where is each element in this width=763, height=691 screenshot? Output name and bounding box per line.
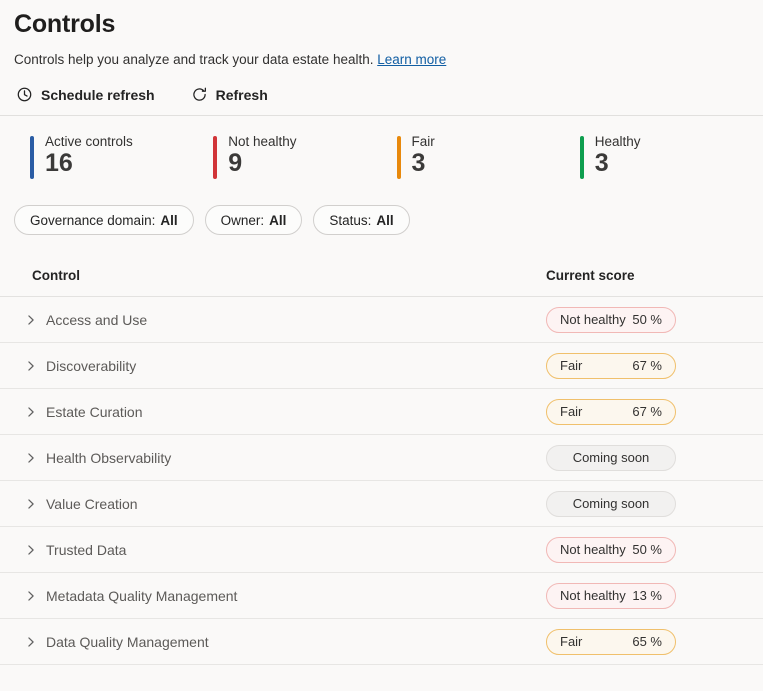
chevron-right-icon[interactable] [24,313,38,327]
score-badge: Not healthy 13 % [546,582,676,609]
control-name: Estate Curation [46,403,143,420]
score-badge: Fair 65 % [546,628,676,655]
score-percent-text: 67 % [632,358,662,373]
filter-value: All [376,212,394,228]
stat-color-bar [579,136,584,179]
score-percent-text: 67 % [632,404,662,419]
stat-card: Active controls 16 [30,134,213,179]
control-name: Trusted Data [46,541,127,558]
score-percent-text: 13 % [632,588,662,603]
controls-table: Control Current score Access and Use Not… [0,268,763,665]
score-badge: Not healthy 50 % [546,306,676,333]
score-badge: Not healthy 50 % [546,536,676,563]
stat-value: 3 [594,149,609,177]
score-percent-text: 50 % [632,542,662,557]
chevron-right-icon[interactable] [24,359,38,373]
stat-color-bar [213,136,218,179]
control-name: Access and Use [46,311,148,328]
table-body: Access and Use Not healthy 50 % Discover… [0,297,763,665]
filter-pill[interactable]: Owner: All [204,205,303,235]
chevron-right-icon[interactable] [24,405,38,419]
table-row[interactable]: Value Creation Coming soon [0,481,763,527]
score-badge: Coming soon [546,490,676,517]
filter-pill[interactable]: Status: All [313,205,410,235]
score-badge: Fair 67 % [546,398,676,425]
column-header-current-score: Current score [546,268,635,283]
stat-value: 16 [45,149,73,177]
learn-more-link[interactable]: Learn more [377,52,447,67]
table-row[interactable]: Metadata Quality Management Not healthy … [0,573,763,619]
score-percent-text: 65 % [632,634,662,649]
score-status-text: Coming soon [572,450,650,465]
page-header: Controls Controls help you analyze and t… [0,0,763,115]
table-header: Control Current score [0,268,763,297]
stat-card: Healthy 3 [579,134,763,179]
filter-value: All [160,212,178,228]
score-status-text: Fair [560,404,583,419]
filter-label: Governance domain: [30,212,156,228]
filter-value: All [269,212,287,228]
control-name: Health Observability [46,449,172,466]
score-badge: Fair 67 % [546,352,676,379]
chevron-right-icon[interactable] [24,451,38,465]
stat-color-bar [396,136,401,179]
schedule-refresh-label: Schedule refresh [41,86,155,103]
filter-label: Status: [329,212,372,228]
refresh-button[interactable]: Refresh [191,86,268,103]
control-name: Value Creation [46,495,138,512]
filters-row: Governance domain: All Owner: All Status… [0,179,763,235]
chevron-right-icon[interactable] [24,589,38,603]
chevron-right-icon[interactable] [24,635,38,649]
stat-label: Not healthy [228,134,297,149]
stat-value: 9 [228,149,243,177]
stat-card: Not healthy 9 [213,134,396,179]
chevron-right-icon[interactable] [24,497,38,511]
score-status-text: Fair [560,358,583,373]
table-row[interactable]: Data Quality Management Fair 65 % [0,619,763,665]
stat-value: 3 [411,149,426,177]
stat-label: Healthy [594,134,641,149]
subtitle-text: Controls help you analyze and track your… [14,52,374,67]
score-status-text: Fair [560,634,583,649]
score-status-text: Coming soon [572,496,650,511]
table-row[interactable]: Discoverability Fair 67 % [0,343,763,389]
score-status-text: Not healthy [560,312,626,327]
filter-label: Owner: [220,212,265,228]
table-row[interactable]: Access and Use Not healthy 50 % [0,297,763,343]
score-percent-text: 50 % [632,312,662,327]
refresh-label: Refresh [215,86,268,103]
schedule-refresh-button[interactable]: Schedule refresh [16,86,155,103]
control-name: Metadata Quality Management [46,587,238,604]
page-subtitle: Controls help you analyze and track your… [14,52,749,67]
toolbar: Schedule refresh Refresh [14,82,749,115]
stats-row: Active controls 16 Not healthy 9 Fair 3 … [0,116,763,179]
score-badge: Coming soon [546,444,676,471]
stat-card: Fair 3 [396,134,580,179]
filter-pill[interactable]: Governance domain: All [14,205,194,235]
chevron-right-icon[interactable] [24,543,38,557]
stat-color-bar [30,136,34,179]
table-row[interactable]: Trusted Data Not healthy 50 % [0,527,763,573]
score-status-text: Not healthy [560,588,626,603]
control-name: Discoverability [46,357,137,374]
score-status-text: Not healthy [560,542,626,557]
table-row[interactable]: Estate Curation Fair 67 % [0,389,763,435]
header-divider [0,115,763,116]
column-header-control: Control [32,268,80,283]
control-name: Data Quality Management [46,633,209,650]
stat-label: Active controls [45,134,133,149]
table-row[interactable]: Health Observability Coming soon [0,435,763,481]
stat-label: Fair [411,134,435,149]
refresh-icon [191,86,208,103]
page-title: Controls [14,10,116,38]
clock-icon [16,86,33,103]
